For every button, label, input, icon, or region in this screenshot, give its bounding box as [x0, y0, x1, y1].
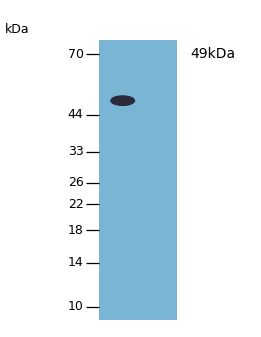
Text: 33: 33 — [68, 145, 84, 158]
Text: 10: 10 — [68, 300, 84, 313]
Text: 14: 14 — [68, 256, 84, 269]
Text: 70: 70 — [68, 48, 84, 61]
Text: 26: 26 — [68, 176, 84, 189]
Text: kDa: kDa — [5, 23, 30, 36]
Text: 22: 22 — [68, 198, 84, 211]
Ellipse shape — [111, 96, 134, 105]
Text: 49kDa: 49kDa — [191, 48, 236, 61]
Bar — [99, 40, 177, 320]
Text: 18: 18 — [68, 224, 84, 237]
Text: 44: 44 — [68, 108, 84, 121]
